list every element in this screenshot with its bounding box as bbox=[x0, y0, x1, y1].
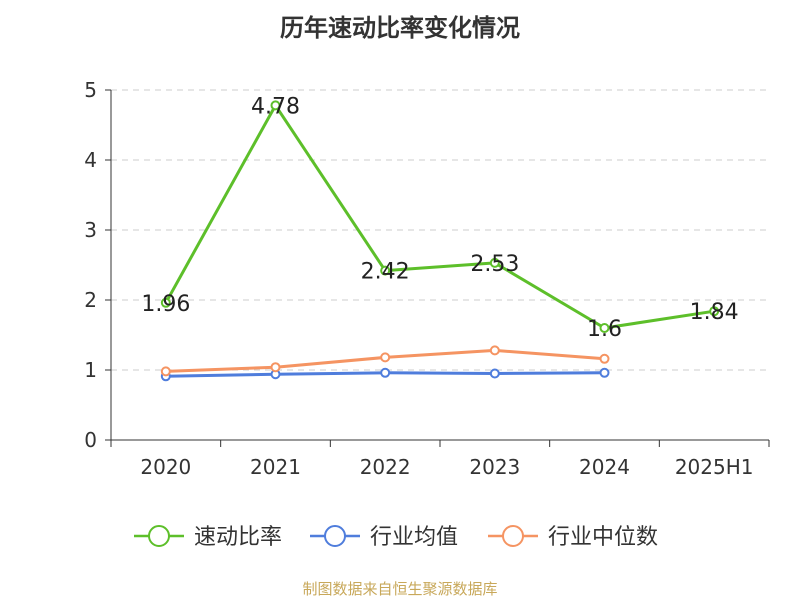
x-tick-label: 2025H1 bbox=[675, 455, 754, 479]
data-point bbox=[270, 362, 281, 373]
legend-label: 速动比率 bbox=[194, 525, 282, 550]
chart-title: 历年速动比率变化情况 bbox=[280, 14, 520, 42]
data-point bbox=[380, 352, 391, 363]
y-tick-label: 5 bbox=[84, 78, 97, 102]
x-tick-label: 2023 bbox=[469, 455, 520, 479]
legend-swatch-marker bbox=[324, 525, 346, 547]
data-point bbox=[160, 366, 171, 377]
x-tick-label: 2024 bbox=[579, 455, 630, 479]
data-label: 1.6 bbox=[587, 317, 622, 342]
data-point bbox=[380, 265, 391, 276]
y-tick-label: 2 bbox=[84, 288, 97, 312]
series-line bbox=[164, 103, 715, 330]
x-tick-label: 2022 bbox=[360, 455, 411, 479]
data-label: 2.53 bbox=[470, 252, 519, 277]
data-point bbox=[599, 353, 610, 364]
data-point bbox=[489, 345, 500, 356]
data-label: 2.42 bbox=[361, 260, 410, 285]
data-point bbox=[709, 306, 720, 317]
x-tick-label: 2021 bbox=[250, 455, 301, 479]
data-point bbox=[489, 368, 500, 379]
legend-swatch-marker bbox=[502, 525, 524, 547]
x-tick-label: 2020 bbox=[140, 455, 191, 479]
data-label: 1.84 bbox=[690, 300, 739, 325]
data-point bbox=[489, 257, 500, 268]
y-tick-label: 0 bbox=[84, 428, 97, 452]
legend-label: 行业均值 bbox=[370, 525, 458, 550]
data-label: 4.78 bbox=[251, 94, 300, 119]
data-point bbox=[380, 367, 391, 378]
data-point bbox=[599, 323, 610, 333]
y-tick-label: 3 bbox=[84, 218, 97, 242]
legend-swatch-marker bbox=[148, 525, 170, 547]
data-point bbox=[160, 297, 171, 308]
y-tick-label: 4 bbox=[84, 148, 97, 172]
y-tick-label: 1 bbox=[84, 358, 97, 382]
data-point bbox=[270, 100, 281, 111]
data-point bbox=[599, 367, 610, 378]
data-label: 1.96 bbox=[141, 292, 190, 317]
legend-label: 行业中位数 bbox=[548, 525, 658, 550]
data-source-note: 制图数据来自恒生聚源数据库 bbox=[302, 580, 498, 598]
